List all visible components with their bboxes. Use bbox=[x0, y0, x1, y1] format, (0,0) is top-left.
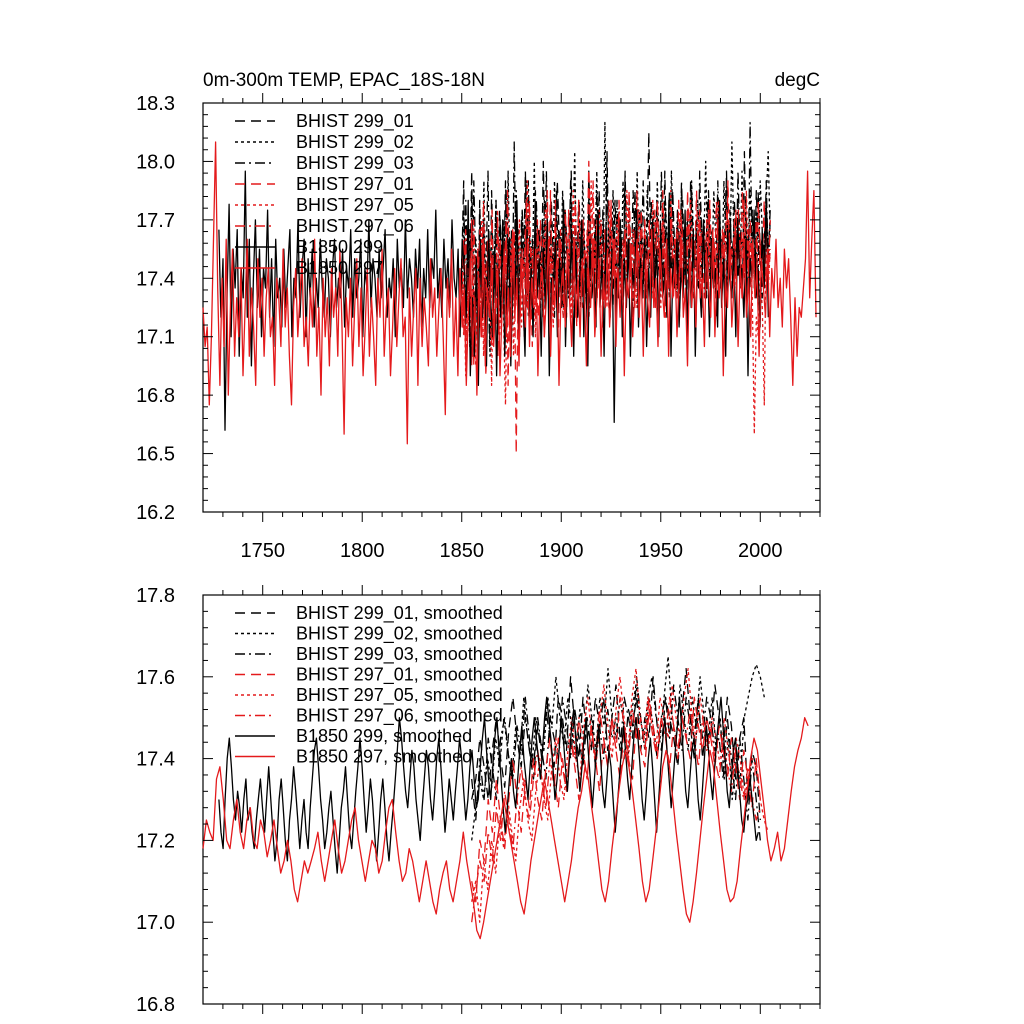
x-tick-label: 1900 bbox=[539, 540, 584, 562]
series-line-b1850-297 bbox=[202, 141, 817, 445]
legend-label: B1850 297, smoothed bbox=[296, 747, 472, 767]
legend-label: BHIST 299_02, smoothed bbox=[296, 624, 503, 645]
series-line-b1850-297-smoothed bbox=[202, 717, 809, 940]
legend-label: BHIST 299_01 bbox=[296, 111, 414, 132]
legend-label: BHIST 297_06 bbox=[296, 216, 414, 237]
legend-label: BHIST 297_06, smoothed bbox=[296, 706, 503, 727]
y-tick-label: 16.5 bbox=[136, 444, 175, 466]
y-tick-label: 17.7 bbox=[136, 210, 175, 232]
legend-label: BHIST 299_03 bbox=[296, 153, 414, 174]
y-tick-label: 16.8 bbox=[136, 385, 175, 407]
legend-label: B1850 299, smoothed bbox=[296, 726, 472, 746]
series-line-b1850-299-smoothed bbox=[218, 696, 759, 874]
legend-label: BHIST 297_01 bbox=[296, 174, 414, 195]
legend-label: BHIST 299_03, smoothed bbox=[296, 644, 503, 665]
legend-label: BHIST 297_01, smoothed bbox=[296, 665, 503, 686]
bottom-plot-frame bbox=[202, 594, 821, 1005]
x-tick-label: 1750 bbox=[240, 540, 285, 562]
legend-label: BHIST 297_05 bbox=[296, 195, 414, 216]
legend-label: BHIST 299_01, smoothed bbox=[296, 603, 503, 624]
top-panel: 0m-300m TEMP, EPAC_18S-18N degC 16.2 16.5… bbox=[136, 70, 821, 562]
y-tick-label: 17.4 bbox=[136, 268, 175, 290]
top-series-layer bbox=[202, 121, 817, 455]
bottom-tick-layer: 16.8 17.0 17.2 17.4 17.6 17.8 bbox=[136, 585, 821, 1016]
top-tick-layer: 16.2 16.5 16.8 17.1 17.4 17.7 18.0 18.3 1750 1800… bbox=[136, 93, 821, 562]
series-line-bhist-297-05 bbox=[461, 180, 771, 435]
y-tick-label: 17.8 bbox=[136, 585, 175, 607]
y-tick-label: 17.6 bbox=[136, 667, 175, 689]
legend-label: BHIST 299_02 bbox=[296, 132, 414, 153]
y-tick-label: 17.4 bbox=[136, 749, 175, 771]
series-line-bhist-297-06-smoothed bbox=[471, 696, 761, 923]
y-tick-label: 16.8 bbox=[136, 994, 175, 1016]
y-tick-label: 18.3 bbox=[136, 93, 175, 115]
y-tick-label: 17.2 bbox=[136, 830, 175, 852]
bottom-panel: 16.8 17.0 17.2 17.4 17.6 17.8 BHIST 299_01, s… bbox=[136, 585, 821, 1016]
legend-label: B1850 299 bbox=[296, 237, 383, 257]
x-tick-label: 2000 bbox=[738, 540, 783, 562]
top-chart-title: 0m-300m TEMP, EPAC_18S-18N bbox=[203, 70, 485, 91]
y-tick-label: 17.0 bbox=[136, 912, 175, 934]
legend-label: B1850 297 bbox=[296, 258, 383, 278]
x-tick-label: 1950 bbox=[639, 540, 684, 562]
series-line-bhist-297-05-smoothed bbox=[471, 667, 769, 923]
bottom-series-layer bbox=[202, 655, 809, 940]
y-tick-label: 16.2 bbox=[136, 502, 175, 524]
y-tick-label: 18.0 bbox=[136, 151, 175, 173]
x-tick-label: 1800 bbox=[340, 540, 385, 562]
series-line-bhist-299-01-smoothed bbox=[471, 667, 761, 821]
top-chart-units: degC bbox=[775, 70, 820, 91]
legend-label: BHIST 297_05, smoothed bbox=[296, 685, 503, 706]
y-tick-label: 17.1 bbox=[136, 327, 175, 349]
x-tick-label: 1850 bbox=[439, 540, 484, 562]
